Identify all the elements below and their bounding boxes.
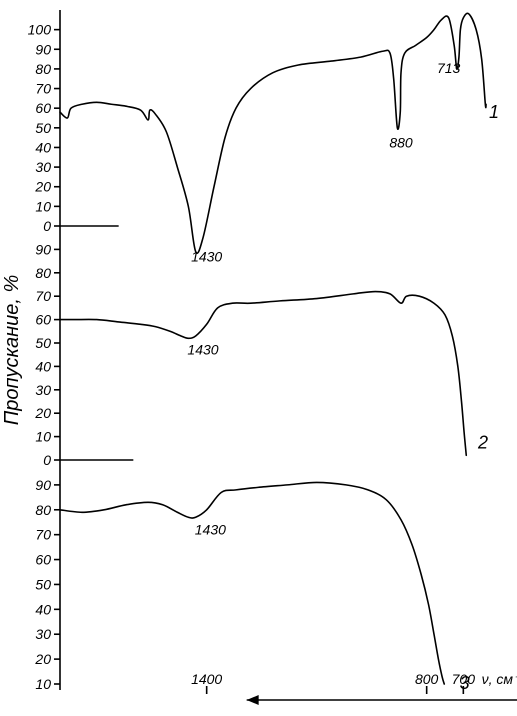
y-tick-label: 70 [35,81,51,97]
y-tick-label: 80 [35,265,51,281]
curve-label: 3 [460,673,470,693]
y-tick-label: 30 [35,626,51,642]
x-axis-title: ν, см⁻¹ [482,671,517,687]
chart-background [0,0,517,716]
y-tick-label: 70 [35,288,51,304]
curve-label: 1 [489,102,499,122]
y-tick-label: 50 [35,576,51,592]
peak-label: 1430 [191,248,222,264]
y-tick-label: 10 [35,198,51,214]
peak-label: 1430 [187,342,218,358]
y-axis-title: Пропускание, % [1,275,23,425]
y-tick-label: 30 [35,382,51,398]
x-tick-label: 1400 [191,671,222,687]
y-tick-label: 40 [35,139,51,155]
y-tick-label: 60 [35,100,51,116]
y-tick-label: 0 [43,218,51,234]
y-tick-label: 0 [43,452,51,468]
y-tick-label: 50 [35,120,51,136]
y-tick-label: 10 [35,429,51,445]
peak-label: 713 [437,60,461,76]
y-tick-label: 90 [35,241,51,257]
y-tick-label: 40 [35,358,51,374]
y-tick-label: 70 [35,527,51,543]
peak-label: 880 [389,134,413,150]
y-tick-label: 50 [35,335,51,351]
peak-label: 1430 [195,522,226,538]
curve-label: 2 [477,432,488,452]
y-tick-label: 60 [35,552,51,568]
y-tick-label: 20 [34,651,51,667]
y-tick-label: 80 [35,502,51,518]
y-tick-label: 90 [35,41,51,57]
y-tick-label: 30 [35,159,51,175]
y-tick-label: 100 [28,22,52,38]
y-tick-label: 40 [35,601,51,617]
y-tick-label: 10 [35,676,51,692]
x-tick-label: 800 [415,671,439,687]
y-tick-label: 20 [34,179,51,195]
y-tick-label: 60 [35,312,51,328]
y-tick-label: 90 [35,477,51,493]
y-tick-label: 20 [34,405,51,421]
y-tick-label: 80 [35,61,51,77]
